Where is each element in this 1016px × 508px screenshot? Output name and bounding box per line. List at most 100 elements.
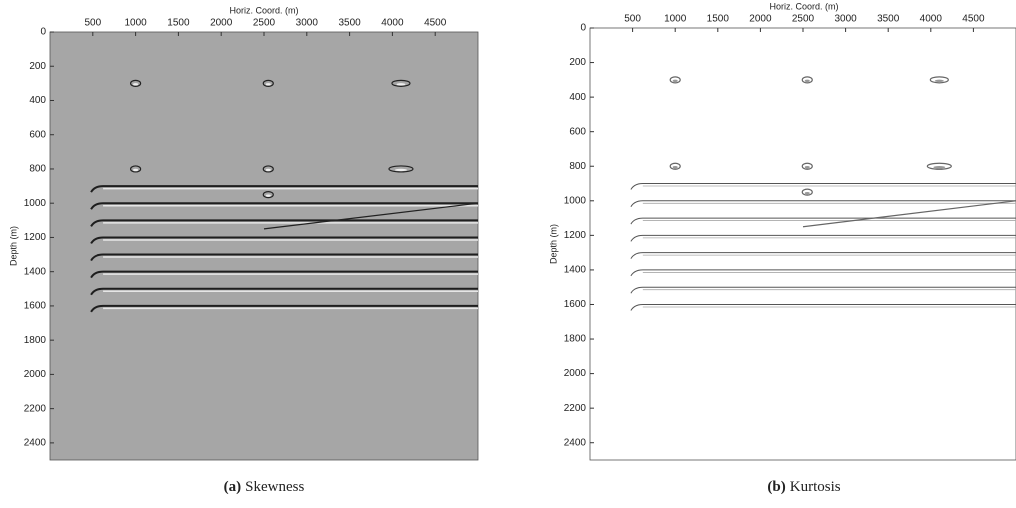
diffractor-core <box>265 83 271 86</box>
x-tick-label: 4000 <box>381 18 404 29</box>
caption-label: (a) <box>224 479 242 495</box>
y-tick-label: 1000 <box>564 195 587 206</box>
y-tick-label: 1800 <box>24 335 47 346</box>
section-image <box>630 76 1016 311</box>
x-tick-label: 4500 <box>962 14 985 25</box>
y-tick-label: 800 <box>569 161 586 172</box>
reflector <box>90 287 478 296</box>
section-image <box>90 79 479 313</box>
y-axis-label: Depth (m) <box>548 224 558 264</box>
reflector <box>90 219 478 227</box>
y-tick-label: 200 <box>29 61 46 72</box>
diffractor <box>801 162 813 170</box>
y-tick-label: 1200 <box>564 230 587 241</box>
y-tick-label: 200 <box>569 57 586 68</box>
caption-text: Skewness <box>245 479 304 495</box>
diffractor <box>130 79 142 87</box>
y-axis-label: Depth (m) <box>8 226 18 266</box>
diffractor-core <box>265 194 271 197</box>
y-tick-label: 1000 <box>24 198 47 209</box>
diffractor-core <box>672 166 678 169</box>
x-tick-label: 500 <box>624 14 641 25</box>
diffractor <box>801 76 813 84</box>
x-tick-label: 2000 <box>749 14 772 25</box>
diffractor-core <box>933 166 946 169</box>
diffractor <box>669 76 681 84</box>
reflector <box>90 304 478 313</box>
image-background <box>589 27 1016 461</box>
diffractor <box>801 188 813 196</box>
y-tick-label: 1800 <box>564 334 587 345</box>
reflector <box>630 252 1016 259</box>
x-tick-label: 1000 <box>664 14 687 25</box>
reflector <box>630 303 1016 311</box>
x-tick-label: 3000 <box>296 18 319 29</box>
diffractor-core <box>672 79 678 83</box>
diffractor-core <box>133 168 139 172</box>
reflector <box>630 286 1016 294</box>
diffractor <box>926 162 952 170</box>
diffractor-core <box>804 79 810 83</box>
x-axis-label: Horiz. Coord. (m) <box>769 1 838 11</box>
diffractor <box>929 76 949 84</box>
x-tick-label: 1000 <box>124 18 147 29</box>
reflector <box>90 270 478 279</box>
y-tick-label: 1400 <box>24 266 47 277</box>
diffractor-core <box>265 168 271 172</box>
x-tick-label: 1500 <box>707 14 730 25</box>
y-tick-label: 600 <box>29 129 46 140</box>
y-tick-label: 2000 <box>24 369 47 380</box>
y-tick-label: 1600 <box>24 301 47 312</box>
x-tick-label: 3500 <box>338 18 361 29</box>
reflector <box>90 236 478 244</box>
y-tick-label: 600 <box>569 126 586 137</box>
panel: 500 1000 1500 2000 2500 3000 3500 4000 4500 0 200 4… <box>8 5 479 495</box>
diffractor <box>262 191 274 199</box>
x-tick-label: 4000 <box>920 14 943 25</box>
x-tick-label: 3500 <box>877 14 900 25</box>
diffractor <box>130 165 142 173</box>
dipping-reflector <box>802 200 1016 228</box>
diffractor <box>391 79 411 87</box>
diffractor-core <box>934 79 944 83</box>
y-tick-label: 1600 <box>564 299 587 310</box>
diffractor <box>262 79 274 87</box>
x-tick-label: 2500 <box>253 18 276 29</box>
diffractor-core <box>804 191 810 195</box>
y-tick-label: 2400 <box>24 438 47 449</box>
y-tick-label: 400 <box>29 95 46 106</box>
y-tick-label: 0 <box>40 27 46 38</box>
x-axis-label: Horiz. Coord. (m) <box>229 5 298 15</box>
diffractor <box>262 165 274 173</box>
y-tick-label: 2200 <box>24 403 47 414</box>
x-tick-label: 2500 <box>792 14 815 25</box>
y-tick-label: 1400 <box>564 265 587 276</box>
y-tick-label: 400 <box>569 92 586 103</box>
y-tick-label: 2400 <box>564 437 587 448</box>
diffractor-core <box>396 83 406 86</box>
x-tick-label: 4500 <box>424 18 447 29</box>
x-tick-label: 3000 <box>834 14 857 25</box>
diffractor-core <box>804 166 810 169</box>
panel: 500 1000 1500 2000 2500 3000 3500 4000 4500 0 200 4… <box>548 1 1016 495</box>
image-background <box>49 31 479 461</box>
y-tick-label: 1200 <box>24 232 47 243</box>
caption: (b) Kurtosis <box>767 479 840 495</box>
reflector <box>90 185 478 193</box>
x-tick-label: 500 <box>84 18 101 29</box>
x-tick-label: 2000 <box>210 18 233 29</box>
reflector <box>630 217 1016 225</box>
reflector <box>630 234 1016 242</box>
reflector <box>630 269 1016 277</box>
diffractor-core <box>394 168 407 172</box>
diffractor <box>388 165 414 173</box>
dipping-reflector <box>263 202 479 230</box>
reflector <box>90 202 478 210</box>
reflector <box>90 253 478 262</box>
x-tick-label: 1500 <box>167 18 190 29</box>
caption: (a) Skewness <box>224 479 305 495</box>
diffractor <box>669 162 681 170</box>
caption-text: Kurtosis <box>790 479 841 495</box>
y-tick-label: 2000 <box>564 368 587 379</box>
